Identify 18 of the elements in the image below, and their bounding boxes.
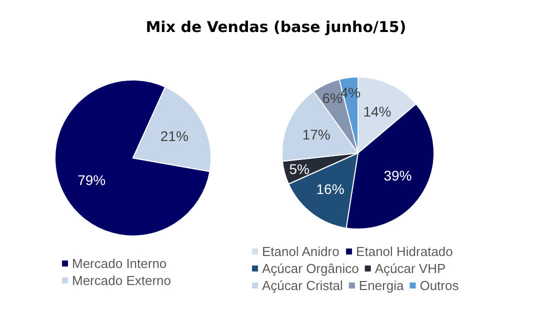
data-label: 39% bbox=[384, 167, 412, 184]
legend-label: Etanol Hidratado bbox=[356, 244, 453, 259]
data-label: 6% bbox=[322, 90, 342, 106]
legend-label: Etanol Anidro bbox=[262, 244, 340, 259]
data-label: 17% bbox=[302, 126, 330, 142]
legend-label: Energia bbox=[358, 278, 404, 293]
legend-label: Mercado Interno bbox=[72, 256, 167, 271]
legend-label: Açúcar Cristal bbox=[262, 278, 344, 293]
legend-label: Outros bbox=[420, 278, 460, 293]
legend-label: Açúcar Orgânico bbox=[262, 261, 359, 276]
legend-label: Açúcar VHP bbox=[374, 261, 446, 276]
data-label: 14% bbox=[363, 104, 392, 120]
text: Mix de Vendas (base junho/15) bbox=[144, 18, 408, 36]
data-label: 5% bbox=[289, 160, 310, 177]
data-label: 16% bbox=[316, 181, 344, 198]
data-label: 21% bbox=[160, 128, 188, 144]
legend-label: Mercado Externo bbox=[72, 273, 171, 288]
data-label: 79% bbox=[78, 172, 106, 188]
